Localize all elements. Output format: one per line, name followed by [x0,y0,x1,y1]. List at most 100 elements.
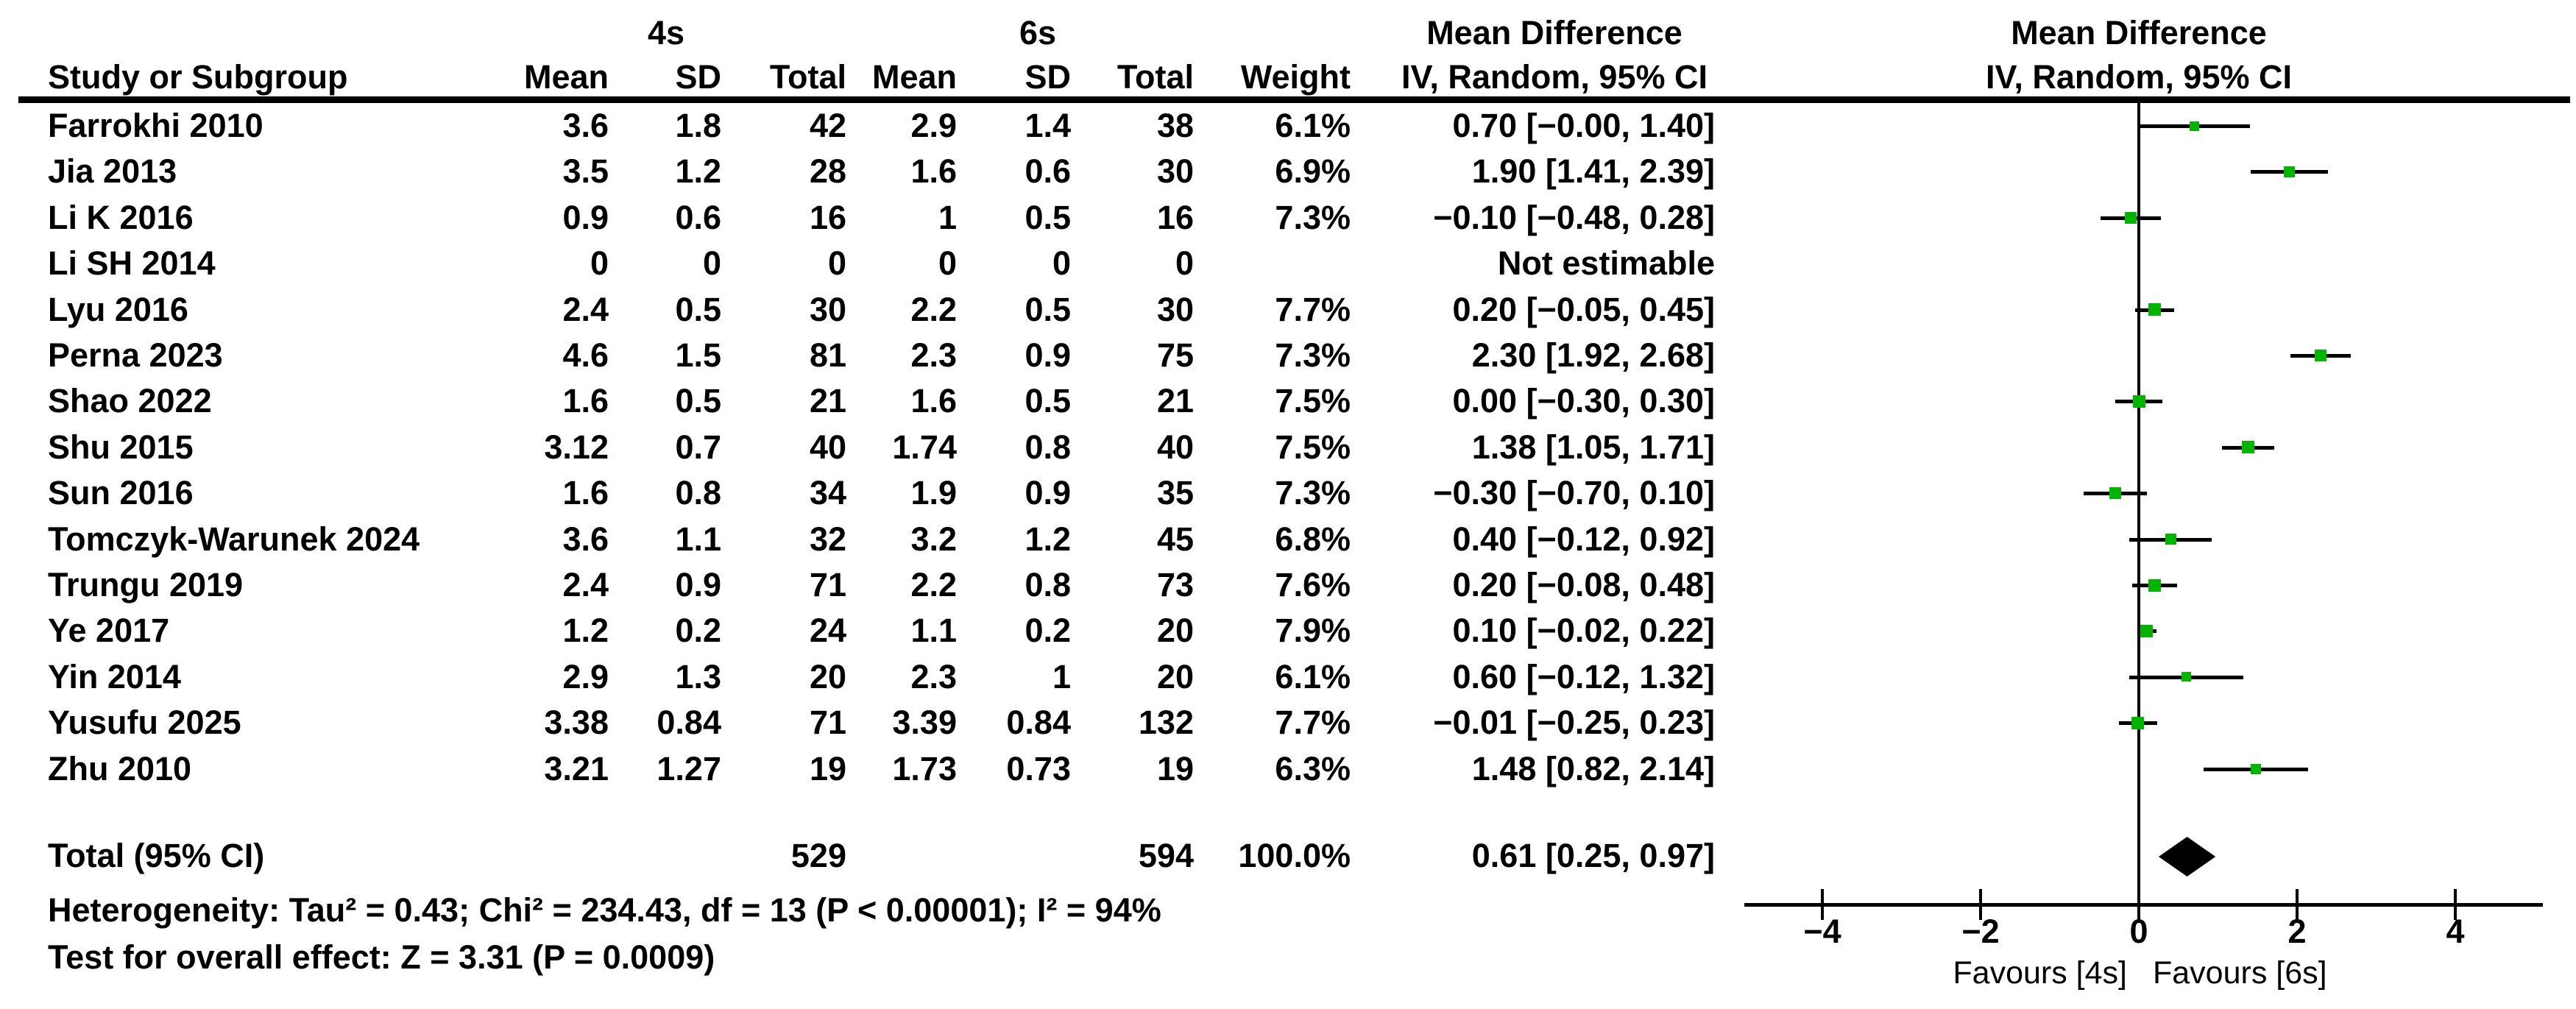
group2-header: 6s [1019,14,1057,52]
study-name: Jia 2013 [48,152,177,191]
sd-6s-cell: 0.5 [1025,290,1071,328]
total-6s-cell: 75 [1156,336,1194,374]
mean-6s-cell: 0 [938,244,957,283]
study-name: Shu 2015 [48,428,194,466]
total-6s-cell: 19 [1156,749,1194,787]
point-estimate-marker [2189,121,2199,131]
total-6s-cell: 20 [1156,657,1194,695]
mean-4s-cell: 3.6 [562,520,609,558]
ci-text-cell: 2.30 [1.92, 2.68] [1471,336,1715,374]
total-6s-cell: 30 [1156,290,1194,328]
col-total-4s-header: Total [769,58,846,96]
col-sd-4s-header: SD [675,58,721,96]
study-name: Tomczyk-Warunek 2024 [48,520,420,558]
total-4s-cell: 42 [809,107,846,144]
plot-effect-subtitle: IV, Random, 95% CI [1986,58,2292,96]
mean-4s-cell: 3.38 [544,704,609,742]
x-axis-tick-label: 2 [2287,913,2307,950]
point-estimate-marker [2165,534,2176,545]
weight-cell: 6.1% [1275,107,1351,144]
total-4s-cell: 28 [809,152,846,191]
x-axis-tick-mark [1979,889,1982,920]
sd-4s-cell: 1.3 [675,657,721,695]
x-axis-tick-mark [1821,889,1824,920]
study-name: Zhu 2010 [48,749,192,787]
x-axis-tick-label: −4 [1803,913,1841,950]
study-name: Farrokhi 2010 [48,107,263,144]
mean-6s-cell: 1.6 [910,152,957,191]
study-name: Sun 2016 [48,474,194,512]
mean-4s-cell: 2.4 [562,290,609,328]
study-name: Yin 2014 [48,657,181,695]
weight-cell: 6.8% [1275,520,1351,558]
mean-6s-cell: 1 [938,198,957,236]
mean-6s-cell: 1.73 [892,749,957,787]
total-4s-cell: 16 [809,198,846,236]
table-effect-title: Mean Difference [1426,14,1682,52]
ci-text-cell: 1.48 [0.82, 2.14] [1471,749,1715,787]
sd-6s-cell: 0.8 [1025,428,1071,466]
weight-cell: 6.1% [1275,657,1351,695]
study-name: Shao 2022 [48,382,212,420]
sd-6s-cell: 0.84 [1006,704,1071,742]
sd-4s-cell: 0.9 [675,566,721,603]
mean-6s-cell: 3.2 [910,520,957,558]
mean-4s-cell: 3.5 [562,152,609,191]
total-ci-text: 0.61 [0.25, 0.97] [1471,837,1715,874]
weight-cell: 7.3% [1275,336,1351,374]
sd-6s-cell: 0.9 [1025,336,1071,374]
col-weight-header: Weight [1240,58,1351,96]
weight-cell: 7.6% [1275,566,1351,603]
weight-cell: 7.7% [1275,704,1351,742]
total-6s-cell: 38 [1156,107,1194,144]
favours-right-label: Favours [6s] [2153,955,2327,991]
table-effect-subtitle: IV, Random, 95% CI [1401,58,1708,96]
ci-text-cell: 1.38 [1.05, 1.71] [1471,428,1715,466]
header-separator-line [18,96,2570,103]
sd-4s-cell: 1.8 [675,107,721,144]
sd-6s-cell: 0 [1052,244,1071,283]
x-axis-tick-mark [2296,889,2299,920]
col-mean-4s-header: Mean [523,58,609,96]
sd-6s-cell: 1 [1052,657,1071,695]
sd-6s-cell: 0.5 [1025,198,1071,236]
total-4s-cell: 71 [809,704,846,742]
sd-4s-cell: 1.2 [675,152,721,191]
ci-text-cell: 0.20 [−0.08, 0.48] [1452,566,1715,603]
total-6s-cell: 35 [1156,474,1194,512]
col-sd-6s-header: SD [1025,58,1071,96]
total-4s-cell: 30 [809,290,846,328]
sd-6s-cell: 0.5 [1025,382,1071,420]
total-6s-cell: 73 [1156,566,1194,603]
sd-4s-cell: 0.5 [675,382,721,420]
total-row-label: Total (95% CI) [48,837,265,874]
ci-text-cell: 0.60 [−0.12, 1.32] [1452,657,1715,695]
ci-text-cell: 0.40 [−0.12, 0.92] [1452,520,1715,558]
overall-effect-text: Test for overall effect: Z = 3.31 (P = 0… [48,938,715,976]
point-estimate-marker [2131,716,2145,729]
sd-4s-cell: 0.5 [675,290,721,328]
group1-header: 4s [647,14,685,52]
mean-4s-cell: 3.6 [562,107,609,144]
mean-6s-cell: 2.2 [910,290,957,328]
ci-text-cell: 0.00 [−0.30, 0.30] [1452,382,1715,420]
total-4s-cell: 40 [809,428,846,466]
total-weight-value: 100.0% [1238,837,1351,874]
total-6s-cell: 30 [1156,152,1194,191]
point-estimate-marker [2132,394,2145,408]
sd-4s-cell: 1.5 [675,336,721,374]
sd-4s-cell: 0.2 [675,612,721,650]
mean-6s-cell: 2.3 [910,657,957,695]
zero-line [2137,103,2140,904]
x-axis-tick-label: 4 [2446,913,2465,950]
sd-6s-cell: 1.2 [1025,520,1071,558]
total-6s-cell: 45 [1156,520,1194,558]
mean-4s-cell: 1.2 [562,612,609,650]
col-total-6s-header: Total [1117,58,1194,96]
total-4s-cell: 20 [809,657,846,695]
sd-6s-cell: 1.4 [1025,107,1071,144]
x-axis-tick-mark [2137,889,2140,920]
mean-4s-cell: 1.6 [562,474,609,512]
sd-4s-cell: 0.84 [657,704,721,742]
total-6s-cell: 0 [1175,244,1194,283]
